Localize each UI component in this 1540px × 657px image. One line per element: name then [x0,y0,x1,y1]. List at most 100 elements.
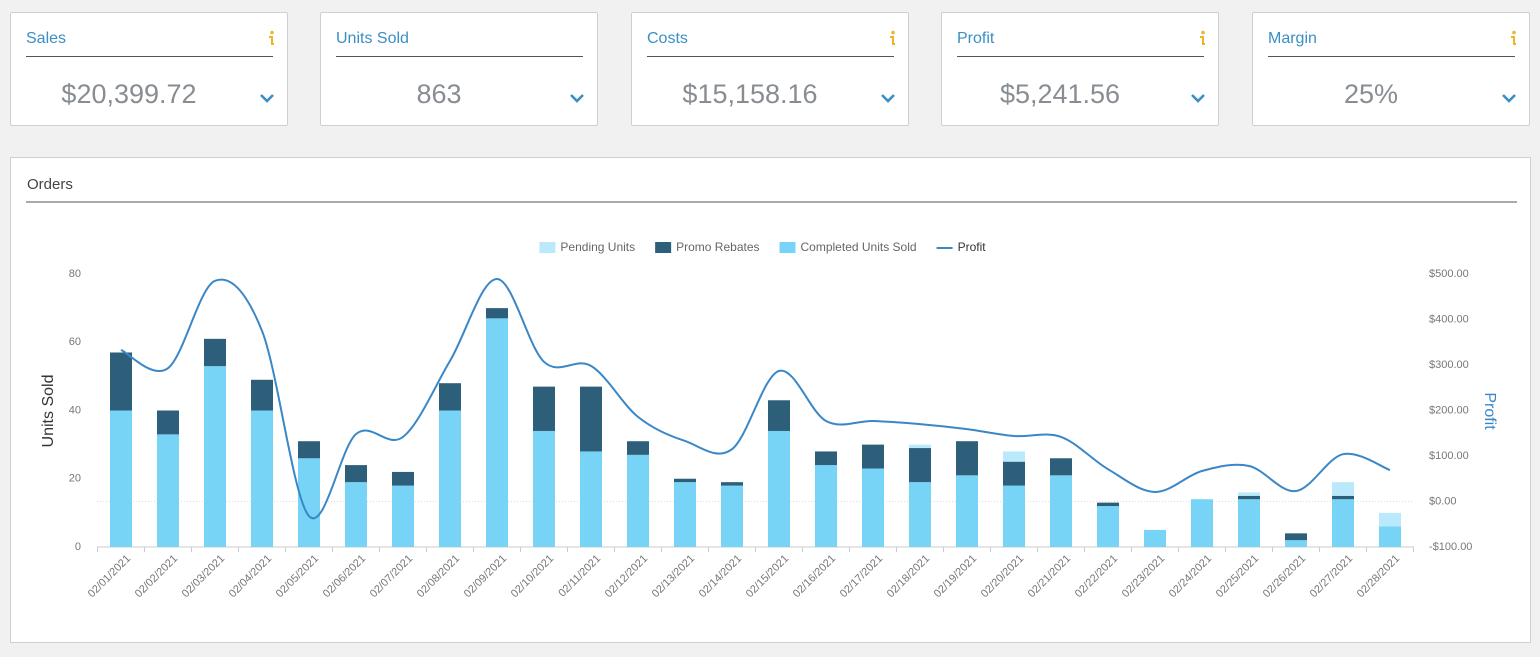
x-tick-label: 02/05/2021 [274,553,321,600]
card-divider [1268,56,1515,57]
legend-label: Completed Units Sold [801,240,917,254]
x-tick-label: 02/10/2021 [509,553,556,600]
card-title: Units Sold [336,30,409,47]
bar-segment [298,441,320,459]
card-value: $5,241.56 [999,79,1121,109]
bar-segment [1003,451,1025,462]
bar-segment [909,444,931,449]
y2-tick-label: $400.00 [1429,313,1469,325]
y2-tick-label: -$100.00 [1429,541,1472,553]
bar-segment [439,383,461,411]
bar-segment [486,308,508,319]
x-tick-label: 02/09/2021 [462,553,509,600]
bar-segment [486,318,508,547]
x-tick-label: 02/18/2021 [885,553,932,600]
bar-segment [1332,499,1354,547]
info-icon[interactable] [1198,30,1206,46]
x-tick-label: 02/02/2021 [133,553,180,600]
x-tick-label: 02/17/2021 [838,553,885,600]
y-tick-label: 80 [69,268,81,280]
x-tick-label: 02/19/2021 [932,553,979,600]
bar-segment [533,430,555,547]
bar-segment [157,410,179,435]
x-tick-label: 02/27/2021 [1308,553,1355,600]
card-value: 863 [416,79,462,109]
x-tick-label: 02/23/2021 [1120,553,1167,600]
info-icon[interactable] [1509,30,1517,46]
bar-segment [580,451,602,547]
bar-segment [627,454,649,547]
x-tick-label: 02/24/2021 [1167,553,1214,600]
bar-segment [815,451,837,466]
bar-segment [1332,482,1354,496]
bar-segment [862,444,884,469]
bar-segment [674,478,696,483]
bar-segment [815,465,837,547]
expand-chevron[interactable] [1190,92,1206,104]
y-tick-label: 20 [69,473,81,485]
x-tick-label: 02/14/2021 [697,553,744,600]
bar-segment [862,468,884,547]
y-tick-label: 60 [69,336,81,348]
card-title: Profit [957,30,995,47]
card-value: $20,399.72 [61,79,197,109]
info-icon[interactable] [888,30,896,46]
info-icon[interactable] [267,30,275,46]
bar-segment [204,338,226,367]
expand-chevron[interactable] [880,92,896,104]
x-tick-label: 02/22/2021 [1073,553,1120,600]
bar-segment [1003,461,1025,486]
bar-segment [909,482,931,547]
card-value: 25% [1343,79,1399,109]
legend-label: Profit [958,240,987,254]
y-tick-label: 0 [75,541,81,553]
bar-segment [1238,492,1260,496]
kpi-card: Profit $5,241.56 [941,12,1219,126]
x-tick-label: 02/15/2021 [744,553,791,600]
x-tick-label: 02/04/2021 [227,553,274,600]
profit-line [120,278,1391,520]
x-tick-label: 02/03/2021 [180,553,227,600]
x-tick-label: 02/16/2021 [791,553,838,600]
x-tick-label: 02/25/2021 [1214,553,1261,600]
x-tick-label: 02/13/2021 [650,553,697,600]
expand-chevron[interactable] [1501,92,1517,104]
x-tick-label: 02/21/2021 [1026,553,1073,600]
bar-segment [768,430,790,547]
kpi-card: Sales $20,399.72 [10,12,288,126]
bar-segment [345,482,367,547]
legend-label: Promo Rebates [676,240,759,254]
x-tick-label: 02/08/2021 [415,553,462,600]
card-divider [336,56,583,57]
bar-segment [580,386,602,452]
y2-axis-label: Profit [1481,392,1498,430]
x-tick-label: 02/12/2021 [603,553,650,600]
bar-segment [1332,495,1354,500]
x-tick-label: 02/28/2021 [1355,553,1402,600]
bar-segment [674,482,696,547]
expand-chevron[interactable] [569,92,585,104]
expand-chevron[interactable] [259,92,275,104]
card-title: Costs [647,30,688,47]
bar-segment [1285,540,1307,547]
legend-swatch [655,242,672,253]
x-tick-label: 02/26/2021 [1261,553,1308,600]
kpi-card: Margin 25% [1252,12,1530,126]
bar-segment [1285,533,1307,541]
x-tick-label: 02/01/2021 [86,553,133,600]
card-title: Margin [1268,30,1317,47]
y2-tick-label: $100.00 [1429,450,1469,462]
bar-segment [1379,526,1401,547]
bar-segment [1191,499,1213,547]
bar-segment [345,465,367,483]
y2-tick-label: $500.00 [1429,268,1469,280]
bar-segment [204,366,226,547]
bar-segment [956,475,978,547]
legend-item: Promo Rebates [655,240,760,254]
bar-segment [110,352,132,411]
bar-segment [298,458,320,547]
legend-label: Pending Units [560,240,635,254]
bar-segment [1379,512,1401,527]
bar-segment [1238,499,1260,547]
bar-segment [1003,485,1025,547]
